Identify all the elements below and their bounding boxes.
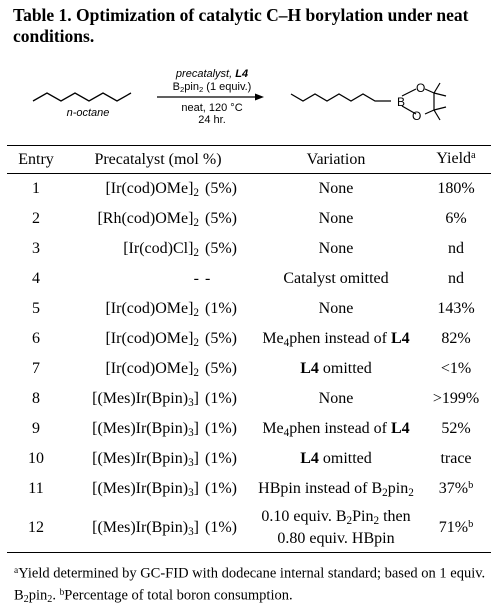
cell-variation: Catalyst omitted: [283, 270, 389, 287]
cell-loading: (1%): [205, 480, 237, 497]
table-row: 9 [(Mes)Ir(Bpin)3] (1%) Me4phen instead of …: [7, 414, 491, 444]
cell-precatalyst: [Ir(cod)OMe]2: [105, 299, 199, 319]
cell-yield: trace: [440, 450, 472, 467]
table-row: 11 [(Mes)Ir(Bpin)3] (1%) HBpin instead of B…: [7, 474, 491, 504]
cell-yield: 180%: [437, 180, 475, 197]
boron-atom-label: B: [397, 95, 405, 109]
cell-yield: 143%: [437, 300, 475, 317]
n-octane-structure: [32, 92, 132, 102]
cell-variation: None: [318, 390, 354, 407]
cell-precatalyst: [Ir(cod)OMe]2: [105, 359, 199, 379]
oxygen-atom-label-top: O: [416, 81, 425, 95]
cell-variation: None: [318, 300, 354, 317]
cell-entry: 9: [32, 420, 40, 437]
cell-entry: 8: [32, 390, 40, 407]
table-row: 3 [Ir(cod)Cl]2 (5%) None nd: [7, 234, 491, 264]
cell-variation: L4 omitted: [300, 360, 372, 377]
cell-yield: >199%: [432, 390, 480, 407]
cell-entry: 10: [28, 450, 44, 467]
cell-loading: (5%): [205, 360, 237, 377]
cell-variation: Me4phen instead of L4: [262, 419, 410, 439]
octyl-chain-structure: [290, 93, 391, 102]
cell-loading: (5%): [205, 240, 237, 257]
cell-entry: 7: [32, 360, 40, 377]
condition-line-1: neat, 120 °C: [181, 102, 243, 114]
optimization-table: Entry Precatalyst (mol %) Variation Yiel…: [7, 145, 491, 553]
table-header-row: Entry Precatalyst (mol %) Variation Yiel…: [7, 145, 491, 174]
cell-variation: None: [318, 180, 354, 197]
cell-loading: (5%): [205, 210, 237, 227]
table-row: 12 [(Mes)Ir(Bpin)3] (1%) 0.10 equiv. B2Pin2…: [7, 504, 491, 553]
cell-variation: L4 omitted: [300, 450, 372, 467]
reaction-scheme: B O O: [32, 81, 447, 123]
cell-entry: 2: [32, 210, 40, 227]
cell-yield: nd: [448, 270, 464, 287]
header-precatalyst: Precatalyst (mol %): [94, 150, 222, 168]
cell-precatalyst: [(Mes)Ir(Bpin)3]: [92, 518, 199, 538]
table-row: 6 [Ir(cod)OMe]2 (5%) Me4phen instead of L4 8…: [7, 324, 491, 354]
condition-line-2: 24 hr.: [198, 114, 226, 126]
cell-precatalyst: [(Mes)Ir(Bpin)3]: [92, 419, 199, 439]
table-row: 8 [(Mes)Ir(Bpin)3] (1%) None >199%: [7, 384, 491, 414]
cell-variation: 0.10 equiv. B2Pin2 then 0.80 equiv. HBpin: [261, 508, 411, 547]
reagent-line-1: precatalyst, L4: [175, 68, 249, 80]
header-variation: Variation: [306, 150, 366, 168]
table-footnote: aYield determined by GC-FID with dodecan…: [14, 565, 486, 605]
cell-loading: (1%): [205, 450, 237, 467]
cell-yield: nd: [448, 240, 464, 257]
cell-yield: 37%b: [438, 479, 474, 498]
cell-yield: 71%b: [438, 518, 474, 537]
header-yield: Yielda: [436, 150, 476, 168]
cell-loading: (1%): [205, 300, 237, 317]
substrate-label: n-octane: [66, 107, 110, 119]
cell-precatalyst: [Rh(cod)OMe]2: [97, 209, 199, 229]
cell-precatalyst: [Ir(cod)Cl]2: [123, 239, 199, 259]
table-row: 1 [Ir(cod)OMe]2 (5%) None 180%: [7, 174, 491, 205]
cell-loading: (1%): [205, 519, 237, 536]
cell-loading: (5%): [205, 180, 237, 197]
reagent-line-2: B2pin2 (1 equiv.): [172, 81, 252, 94]
oxygen-atom-label-bottom: O: [412, 109, 421, 123]
cell-loading: (1%): [205, 420, 237, 437]
cell-variation: Me4phen instead of L4: [262, 329, 410, 349]
cell-entry: 1: [32, 180, 40, 197]
cell-entry: 11: [28, 480, 44, 497]
cell-entry: 3: [32, 240, 40, 257]
cell-variation: None: [318, 240, 354, 257]
cell-loading: (1%): [205, 390, 237, 407]
table-row: 7 [Ir(cod)OMe]2 (5%) L4 omitted <1%: [7, 354, 491, 384]
table-caption: Table 1. Optimization of catalytic C–H b…: [13, 5, 469, 46]
cell-yield: 52%: [441, 420, 471, 437]
cell-yield: 6%: [445, 210, 467, 227]
cell-yield: 82%: [441, 330, 471, 347]
cell-precatalyst: [Ir(cod)OMe]2: [105, 329, 199, 349]
cell-entry: 6: [32, 330, 40, 347]
cell-loading: (5%): [205, 330, 237, 347]
cell-variation: HBpin instead of B2pin2: [258, 479, 414, 499]
cell-entry: 4: [32, 270, 40, 287]
table-row: 4 - - Catalyst omitted nd: [7, 264, 491, 294]
cell-variation: None: [318, 210, 354, 227]
header-entry: Entry: [18, 150, 54, 168]
cell-precatalyst: [Ir(cod)OMe]2: [105, 179, 199, 199]
cell-precatalyst: [(Mes)Ir(Bpin)3]: [92, 479, 199, 499]
cell-precatalyst: [(Mes)Ir(Bpin)3]: [92, 389, 199, 409]
cell-yield: <1%: [440, 360, 472, 377]
arrow-head: [255, 93, 264, 101]
table-row: 10 [(Mes)Ir(Bpin)3] (1%) L4 omitted trace: [7, 444, 491, 474]
cell-precatalyst: [(Mes)Ir(Bpin)3]: [92, 449, 199, 469]
cell-entry: 5: [32, 300, 40, 317]
table-row: 2 [Rh(cod)OMe]2 (5%) None 6%: [7, 204, 491, 234]
cell-precatalyst: -: [193, 269, 199, 287]
cell-loading: -: [205, 270, 211, 287]
table-row: 5 [Ir(cod)OMe]2 (1%) None 143%: [7, 294, 491, 324]
cell-entry: 12: [28, 519, 44, 536]
